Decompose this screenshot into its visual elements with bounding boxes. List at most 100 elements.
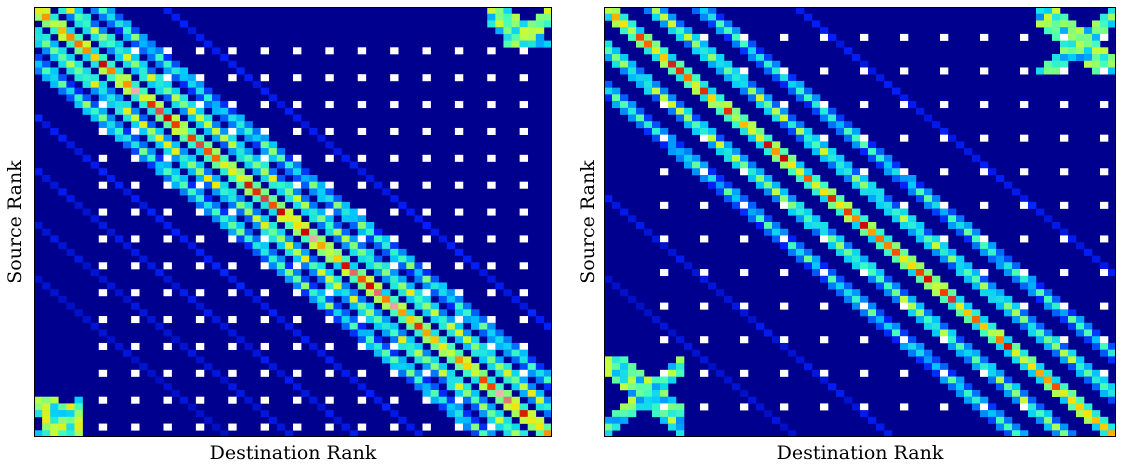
heatmap-cell-left bbox=[228, 201, 237, 209]
heatmap-cell-left bbox=[422, 295, 431, 303]
heatmap-cell-left bbox=[58, 74, 67, 82]
heatmap-cell-left bbox=[511, 376, 520, 384]
heatmap-cell-right bbox=[740, 168, 749, 176]
heatmap-cell-left bbox=[462, 342, 472, 350]
heatmap-cell-right bbox=[836, 275, 845, 283]
heatmap-cell-left bbox=[398, 363, 407, 371]
heatmap-cell-left bbox=[90, 114, 100, 122]
heatmap-cell-right bbox=[956, 383, 965, 391]
heatmap-cell-left bbox=[422, 154, 431, 162]
heatmap-cell-left bbox=[511, 383, 520, 391]
heatmap-cell-right bbox=[1076, 363, 1085, 371]
heatmap-cell-left bbox=[276, 201, 286, 209]
heatmap-cell-right bbox=[820, 262, 829, 270]
heatmap-cell-right bbox=[732, 74, 741, 82]
heatmap-cell-right bbox=[1004, 302, 1013, 310]
heatmap-cell-right bbox=[668, 101, 677, 109]
heatmap-cell-right bbox=[948, 376, 957, 384]
heatmap-cell-left bbox=[382, 329, 391, 337]
heatmap-cell-right bbox=[652, 47, 661, 55]
heatmap-cell-right bbox=[860, 222, 869, 230]
heatmap-cell-left bbox=[325, 289, 334, 297]
heatmap-cell-left bbox=[195, 47, 205, 55]
heatmap-cell-left bbox=[349, 295, 359, 303]
heatmap-cell-right bbox=[956, 228, 965, 236]
heatmap-cell-left bbox=[503, 40, 512, 48]
heatmap-cell-right bbox=[932, 369, 941, 377]
heatmap-cell-right bbox=[796, 242, 805, 250]
heatmap-cell-right bbox=[1076, 403, 1085, 411]
heatmap-cell-right bbox=[964, 235, 973, 243]
heatmap-cell-left bbox=[406, 262, 415, 270]
heatmap-cell-right bbox=[908, 295, 917, 303]
heatmap-cell-left bbox=[187, 154, 197, 162]
heatmap-cell-right bbox=[644, 127, 653, 135]
heatmap-cell-left bbox=[114, 67, 124, 75]
heatmap-cell-left bbox=[82, 316, 91, 324]
heatmap-cell-left bbox=[260, 201, 270, 209]
heatmap-cell-right bbox=[964, 302, 973, 310]
heatmap-cell-right bbox=[860, 33, 869, 41]
heatmap-cell-right bbox=[644, 121, 653, 129]
heatmap-cell-left bbox=[390, 396, 399, 404]
heatmap-cell-left bbox=[333, 302, 342, 310]
heatmap-cell-right bbox=[796, 174, 805, 182]
heatmap-cell-right bbox=[844, 396, 853, 404]
heatmap-cell-right bbox=[812, 20, 821, 28]
heatmap-cell-right bbox=[644, 40, 653, 48]
heatmap-cell-left bbox=[495, 13, 504, 21]
heatmap-cell-right bbox=[844, 168, 853, 176]
heatmap-cell-right bbox=[732, 148, 741, 156]
heatmap-cell-right bbox=[868, 154, 877, 162]
heatmap-cell-right bbox=[1036, 410, 1045, 418]
heatmap-cell-right bbox=[876, 309, 885, 317]
heatmap-cell-left bbox=[293, 228, 302, 236]
heatmap-cell-right bbox=[676, 148, 685, 156]
heatmap-cell-left bbox=[293, 248, 302, 256]
heatmap-cell-right bbox=[1068, 430, 1077, 437]
heatmap-cell-right bbox=[684, 154, 693, 162]
heatmap-cell-right bbox=[900, 295, 909, 303]
heatmap-cell-right bbox=[812, 228, 821, 236]
heatmap-cell-left bbox=[438, 336, 448, 344]
heatmap-cell-right bbox=[948, 383, 957, 391]
heatmap-cell-left bbox=[90, 54, 100, 62]
heatmap-cell-right bbox=[884, 275, 893, 283]
heatmap-cell-left bbox=[252, 154, 261, 162]
heatmap-cell-left bbox=[293, 168, 302, 176]
heatmap-cell-right bbox=[780, 33, 789, 41]
heatmap-cell-left bbox=[268, 309, 278, 317]
heatmap-cell-right bbox=[844, 215, 853, 223]
heatmap-cell-right bbox=[652, 396, 661, 404]
heatmap-cell-left bbox=[228, 275, 237, 283]
heatmap-cell-left bbox=[123, 101, 132, 109]
heatmap-cell-right bbox=[900, 101, 909, 109]
heatmap-cell-left bbox=[50, 235, 59, 243]
heatmap-cell-right bbox=[1108, 356, 1116, 364]
heatmap-cell-right bbox=[812, 141, 821, 149]
heatmap-cell-right bbox=[740, 208, 749, 216]
heatmap-cell-left bbox=[163, 134, 172, 142]
heatmap-cell-right bbox=[1052, 13, 1061, 21]
heatmap-cell-right bbox=[700, 269, 709, 277]
heatmap-cell-right bbox=[868, 67, 877, 75]
heatmap-cell-right bbox=[756, 322, 765, 330]
heatmap-cell-left bbox=[301, 181, 310, 189]
heatmap-cell-right bbox=[1020, 201, 1029, 209]
heatmap-cell-right bbox=[820, 141, 829, 149]
heatmap-cell-left bbox=[90, 101, 100, 109]
heatmap-cell-left bbox=[535, 389, 545, 397]
heatmap-cell-left bbox=[42, 416, 51, 424]
heatmap-cell-left bbox=[171, 94, 180, 102]
heatmap-cell-left bbox=[163, 94, 172, 102]
heatmap-cell-right bbox=[1052, 27, 1061, 35]
heatmap-cell-left bbox=[195, 114, 205, 122]
heatmap-cell-left bbox=[511, 33, 520, 41]
heatmap-cell-left bbox=[195, 101, 205, 109]
heatmap-cell-left bbox=[276, 208, 286, 216]
heatmap-cell-left bbox=[293, 396, 302, 404]
heatmap-cell-right bbox=[980, 275, 989, 283]
heatmap-cell-left bbox=[236, 282, 245, 290]
heatmap-cell-left bbox=[511, 342, 520, 350]
heatmap-cell-right bbox=[644, 33, 653, 41]
